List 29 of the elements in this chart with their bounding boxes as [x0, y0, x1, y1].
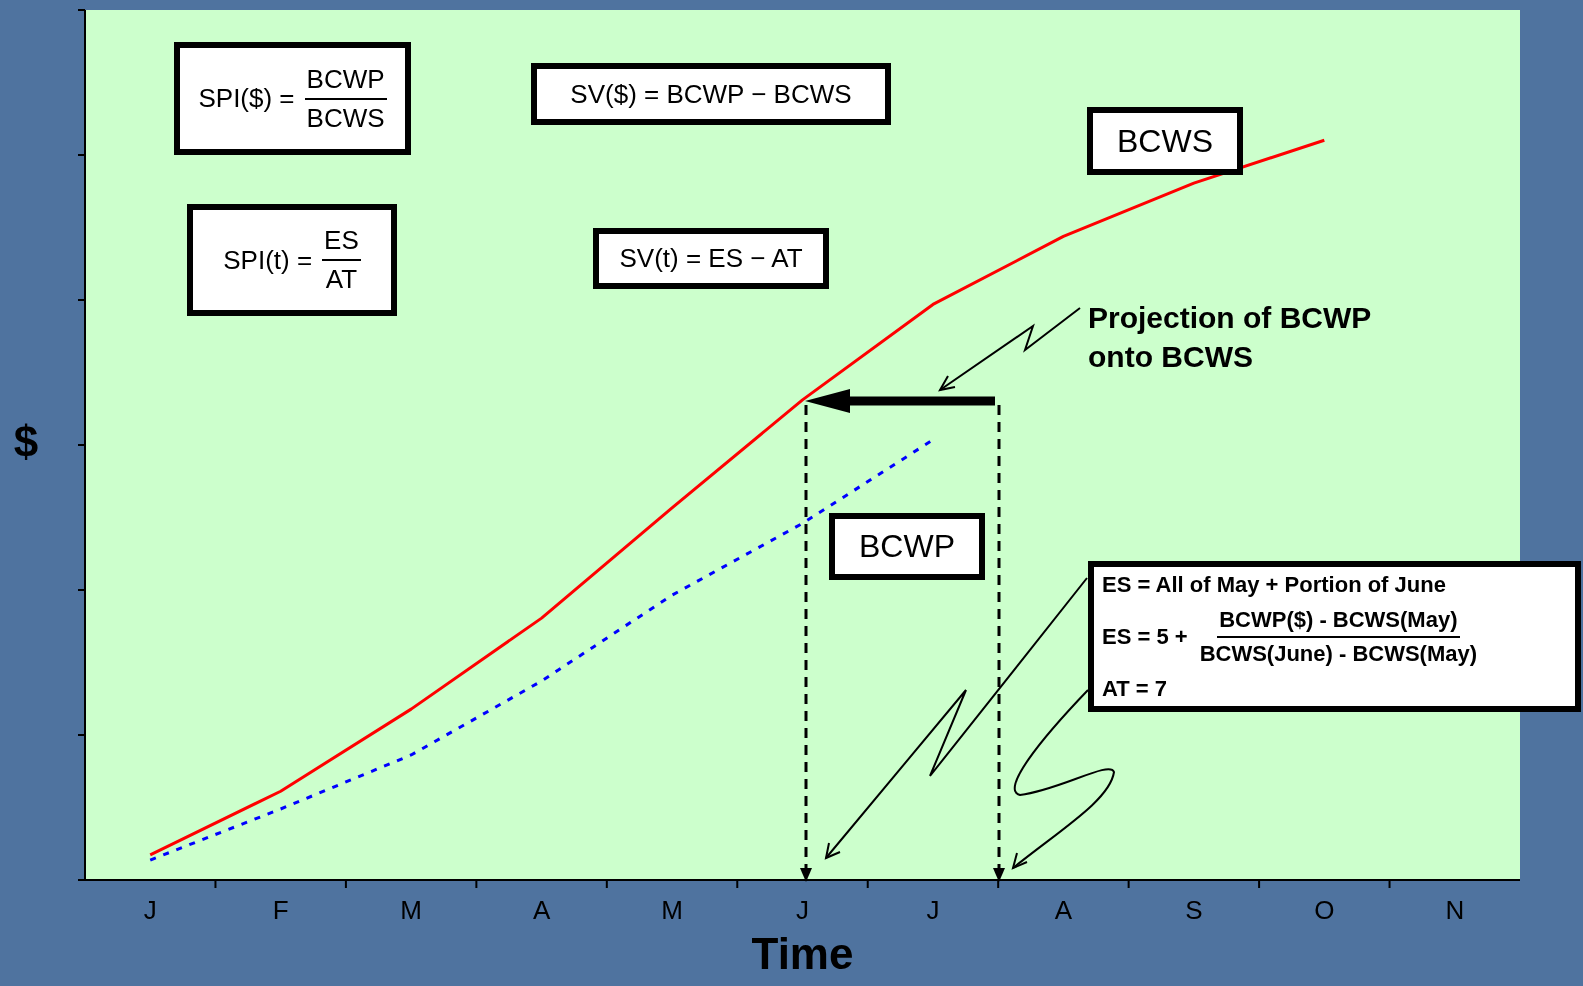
x-tick-label: J [926, 895, 940, 926]
x-tick-label: M [400, 895, 422, 926]
x-tick-label: M [661, 895, 683, 926]
series-label: BCWS [1087, 107, 1243, 175]
text: SPI($) = [198, 83, 295, 114]
annotation: SV(t) = ES − AT [593, 228, 829, 289]
x-tick-label: O [1314, 895, 1335, 926]
x-tick-label: S [1185, 895, 1203, 926]
annotation: Projection of BCWP onto BCWS [1088, 300, 1372, 375]
x-tick-label: N [1445, 895, 1465, 926]
text: SV($) = BCWP − BCWS [531, 63, 891, 125]
annotation: SPI(t) = [223, 244, 313, 276]
series-label: BCWP [829, 513, 985, 580]
annotation: AT [324, 263, 359, 295]
annotation: ES = All of May + Portion of June [1102, 571, 1446, 598]
annotation: BCWS(June) - BCWS(May) [1198, 639, 1479, 667]
x-axis-title: Time [751, 929, 854, 979]
x-tick-label: F [272, 895, 289, 926]
annotation: BCWP($) - BCWS(May) [1217, 606, 1460, 638]
y-axis-title: $ [13, 417, 39, 467]
annotation: AT = 7 [1102, 675, 1168, 702]
x-tick-label: J [796, 895, 809, 926]
annotation: ES [322, 225, 361, 261]
x-tick-label: J [143, 895, 157, 926]
x-tick-label: A [532, 895, 551, 926]
annotation: ES = 5 + [1102, 623, 1188, 650]
text: BCWP [304, 63, 387, 100]
x-tick-label: A [1054, 895, 1073, 926]
text: BCWS [305, 101, 386, 134]
